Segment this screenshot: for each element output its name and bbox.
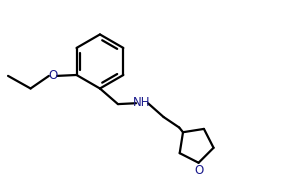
Text: NH: NH — [133, 96, 151, 109]
Text: O: O — [48, 69, 58, 82]
Text: O: O — [194, 164, 203, 177]
